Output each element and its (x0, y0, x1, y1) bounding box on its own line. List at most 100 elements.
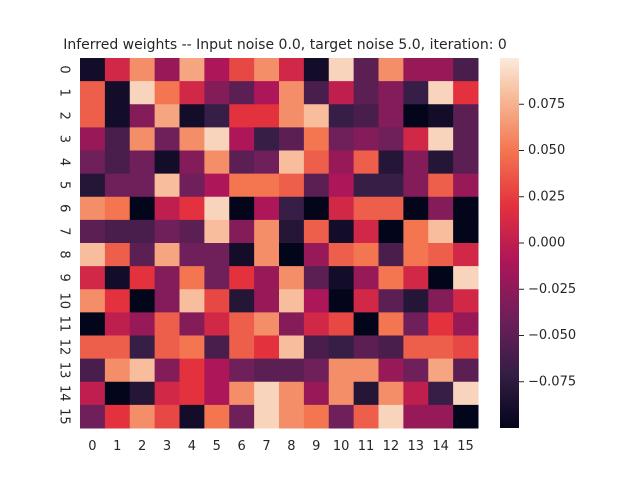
heatmap-cell (254, 58, 280, 82)
y-tick-label: 6 (56, 204, 71, 212)
y-tick-label: 2 (56, 112, 71, 120)
heatmap-cell (303, 127, 330, 152)
heatmap-cell (80, 219, 106, 244)
heatmap-cell (303, 219, 330, 244)
heatmap-cell (254, 173, 280, 198)
heatmap-cell (179, 335, 205, 360)
heatmap-cell (104, 127, 131, 152)
heatmap-cell (378, 127, 404, 152)
heatmap-cell (129, 58, 156, 82)
heatmap-cell (204, 196, 230, 221)
heatmap-cell (378, 381, 404, 406)
heatmap-cell (154, 150, 181, 175)
heatmap-cell (403, 289, 429, 313)
heatmap-cell (303, 289, 330, 313)
heatmap-cell (353, 404, 380, 429)
heatmap-cell (453, 404, 479, 429)
heatmap-cell (204, 289, 230, 313)
y-tick-label: 7 (57, 227, 72, 235)
heatmap-cell (279, 358, 305, 383)
heatmap-cell (204, 381, 230, 406)
heatmap-cell (428, 404, 454, 429)
heatmap-cell (403, 358, 429, 383)
heatmap-cell (403, 335, 429, 360)
heatmap-cell (129, 104, 156, 128)
heatmap-cell (303, 104, 330, 128)
heatmap-cell (279, 150, 305, 175)
heatmap-cell (104, 81, 131, 105)
heatmap-cell (279, 312, 305, 337)
heatmap-cell (428, 104, 454, 128)
heatmap-cell (303, 173, 330, 198)
heatmap-cell (279, 58, 305, 82)
heatmap-cell (328, 173, 355, 198)
heatmap-cell (80, 58, 106, 82)
heatmap-cell (129, 404, 156, 429)
heatmap-cell (303, 243, 330, 267)
heatmap-cell (279, 173, 305, 198)
heatmap-cell (353, 81, 380, 105)
heatmap-cell (154, 173, 181, 198)
heatmap-cell (453, 243, 479, 267)
heatmap-cell (229, 289, 255, 313)
heatmap-cell (179, 266, 205, 290)
heatmap-cell (353, 312, 380, 337)
heatmap-cell (428, 381, 454, 406)
heatmap-cell (403, 81, 429, 105)
y-tick-label: 5 (57, 181, 72, 189)
heatmap-cell (279, 289, 305, 313)
chart-title: Inferred weights -- Input noise 0.0, tar… (63, 37, 507, 53)
heatmap-cell (204, 173, 230, 198)
heatmap-cell (179, 150, 205, 175)
heatmap-cell (279, 335, 305, 360)
y-tick-label: 10 (56, 293, 71, 310)
heatmap-cell (229, 243, 255, 267)
heatmap-cell (80, 127, 106, 152)
heatmap-cell (328, 381, 355, 406)
heatmap-cell (328, 335, 355, 360)
heatmap-cell (353, 127, 380, 152)
heatmap-cell (428, 219, 454, 244)
y-tick-label: 11 (57, 316, 72, 333)
heatmap-cell (403, 312, 429, 337)
heatmap-cell (303, 266, 330, 290)
heatmap-cell (154, 404, 181, 429)
heatmap-cell (328, 358, 355, 383)
x-tick-label: 7 (262, 439, 270, 454)
heatmap-cell (154, 58, 181, 82)
heatmap-cell (279, 243, 305, 267)
heatmap-cell (129, 335, 156, 360)
heatmap-cell (378, 58, 404, 82)
heatmap-cell (378, 219, 404, 244)
heatmap-cell (378, 173, 404, 198)
heatmap-cell (129, 358, 156, 383)
x-tick-label: 2 (138, 439, 146, 454)
heatmap-cell (104, 358, 131, 383)
heatmap-cell (254, 312, 280, 337)
heatmap-cell (328, 127, 355, 152)
heatmap-cell (254, 289, 280, 313)
heatmap-cell (179, 289, 205, 313)
x-tick-label: 13 (408, 439, 425, 454)
heatmap-cell (104, 335, 131, 360)
heatmap-cell (204, 243, 230, 267)
y-tick-label: 14 (56, 385, 71, 402)
heatmap-cell (453, 196, 479, 221)
heatmap-cell (428, 58, 454, 82)
colorbar-tick-label: 0.075 (528, 97, 565, 112)
heatmap-cell (254, 266, 280, 290)
heatmap-cell (453, 219, 479, 244)
heatmap-cell (254, 150, 280, 175)
heatmap-cell (378, 266, 404, 290)
heatmap-cell (80, 173, 106, 198)
x-tick-label: 15 (457, 439, 474, 454)
heatmap-cell (204, 127, 230, 152)
heatmap-cell (204, 58, 230, 82)
heatmap-cell (378, 358, 404, 383)
heatmap-cell (204, 358, 230, 383)
heatmap-cell (104, 289, 131, 313)
colorbar-tick-label: 0.050 (528, 143, 565, 158)
heatmap-cell (179, 127, 205, 152)
heatmap-cell (129, 266, 156, 290)
heatmap-cell (204, 335, 230, 360)
